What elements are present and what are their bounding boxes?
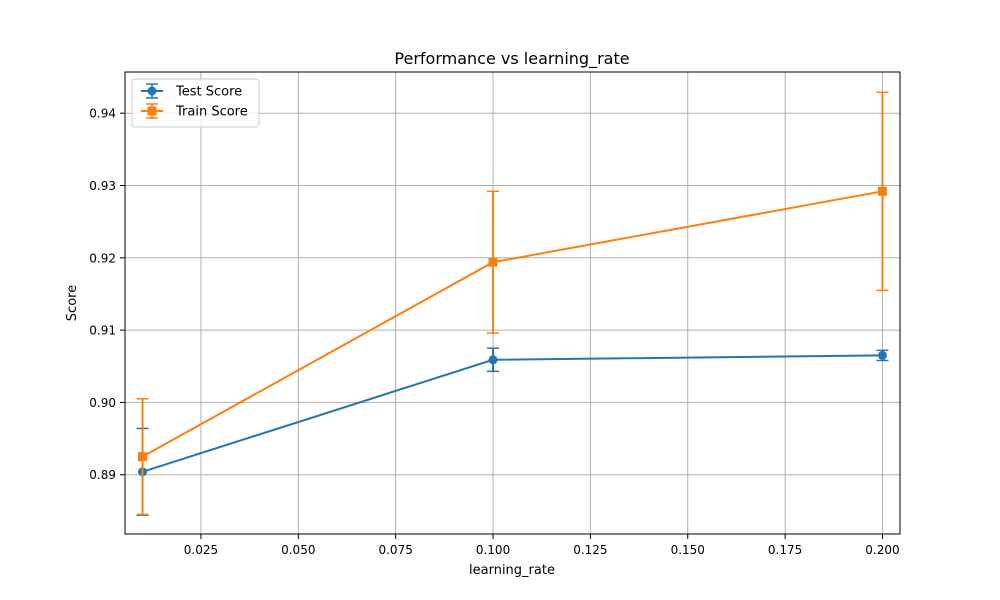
data-point bbox=[488, 257, 498, 267]
x-tick-label: 0.025 bbox=[184, 543, 218, 557]
legend-box bbox=[131, 78, 260, 128]
series-train-score bbox=[136, 91, 889, 516]
legend-item: Test Score bbox=[141, 83, 242, 100]
y-tick-label: 0.92 bbox=[89, 251, 116, 265]
x-tick-label: 0.050 bbox=[281, 543, 315, 557]
x-tick-label: 0.150 bbox=[671, 543, 705, 557]
legend-label: Train Score bbox=[175, 105, 248, 120]
y-axis-label: Score bbox=[65, 285, 80, 321]
x-axis-label: learning_rate bbox=[469, 563, 555, 578]
x-tick-label: 0.100 bbox=[476, 543, 510, 557]
y-tick-label: 0.90 bbox=[89, 396, 116, 410]
data-point bbox=[138, 452, 148, 462]
y-tick-label: 0.94 bbox=[89, 107, 116, 121]
legend: Test Score Train Score bbox=[131, 78, 260, 128]
chart-title: Performance vs learning_rate bbox=[394, 49, 629, 69]
plot-frame bbox=[124, 71, 901, 535]
legend-item: Train Score bbox=[141, 103, 248, 120]
data-point bbox=[488, 355, 498, 365]
data-point bbox=[877, 186, 887, 196]
x-tick-label: 0.125 bbox=[573, 543, 607, 557]
x-tick-label: 0.175 bbox=[768, 543, 802, 557]
x-tick-label: 0.200 bbox=[865, 543, 899, 557]
y-axis-ticks: 0.89 0.90 0.91 0.92 0.93 0.94 bbox=[89, 107, 125, 482]
data-point bbox=[877, 350, 887, 360]
y-tick-label: 0.91 bbox=[89, 324, 116, 338]
x-axis-ticks: 0.025 0.050 0.075 0.100 0.125 0.150 0.175 0.200 bbox=[184, 534, 900, 557]
legend-marker bbox=[147, 106, 157, 116]
legend-marker bbox=[147, 86, 157, 96]
x-tick-label: 0.075 bbox=[378, 543, 412, 557]
y-tick-label: 0.89 bbox=[89, 468, 116, 482]
legend-label: Test Score bbox=[175, 85, 242, 100]
y-tick-label: 0.93 bbox=[89, 179, 116, 193]
series-layer bbox=[136, 91, 889, 516]
